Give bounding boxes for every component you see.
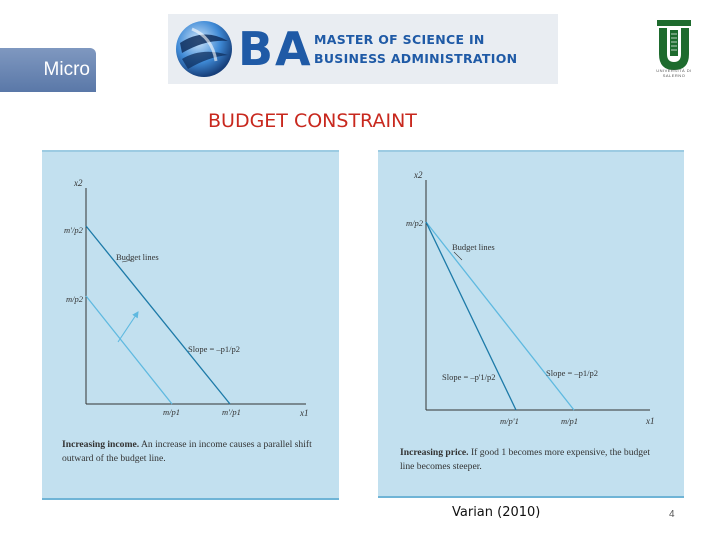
budget-line-high	[85, 225, 231, 405]
budget-line-steeper	[425, 221, 517, 411]
budget-lines-label: Budget lines	[452, 242, 495, 252]
slope-label: Slope = –p1/p2	[188, 344, 240, 354]
figure-increasing-price: x2 x1 m/p2 m/p'1 m/p1 Budget lines Slope…	[378, 150, 684, 498]
budget-line-original	[425, 221, 575, 411]
ba-logo-letters: BA	[238, 22, 313, 76]
budget-lines-label: Budget lines	[116, 252, 159, 262]
y-axis-label: x2	[73, 178, 83, 188]
caption-increasing-income: Increasing income. An increase in income…	[62, 439, 312, 464]
budget-line-low	[85, 295, 173, 405]
slide-title: BUDGET CONSTRAINT	[208, 110, 417, 132]
x-axis-label: x1	[645, 416, 655, 426]
x-tick-high: m/p1	[561, 416, 578, 426]
section-tab-micro: Micro	[0, 48, 96, 92]
x-tick-high: m'/p1	[222, 407, 241, 417]
university-name: UNIVERSITÀ DI SALERNO	[656, 68, 692, 78]
budget-lines-leader	[453, 251, 463, 261]
globe-logo-icon	[176, 21, 232, 77]
caption-increasing-price: Increasing price. If good 1 becomes more…	[400, 447, 651, 472]
ba-logo-banner: BA MASTER OF SCIENCE IN BUSINESS ADMINIS…	[168, 14, 558, 84]
budget-lines-leader	[121, 259, 133, 263]
university-logo-icon	[657, 20, 691, 70]
y-axis-label: x2	[413, 170, 423, 180]
y-tick-low: m/p2	[66, 294, 84, 304]
logo-line-1: MASTER OF SCIENCE IN	[314, 32, 485, 47]
x-tick-low: m/p'1	[500, 416, 519, 426]
x-tick-low: m/p1	[163, 407, 180, 417]
slope-steep-label: Slope = –p'1/p2	[442, 372, 496, 382]
y-tick-high: m'/p2	[64, 225, 84, 235]
shift-arrow	[117, 311, 139, 343]
figure-increasing-income: x2 x1 m'/p2 m/p2 m/p1 m'/p1 Budget lines…	[42, 150, 339, 500]
source-citation: Varian (2010)	[452, 505, 541, 520]
y-tick: m/p2	[406, 218, 424, 228]
logo-line-2: BUSINESS ADMINISTRATION	[314, 51, 518, 66]
page-number: 4	[669, 509, 675, 520]
x-axis-label: x1	[299, 408, 309, 418]
slope-flat-label: Slope = –p1/p2	[546, 368, 598, 378]
